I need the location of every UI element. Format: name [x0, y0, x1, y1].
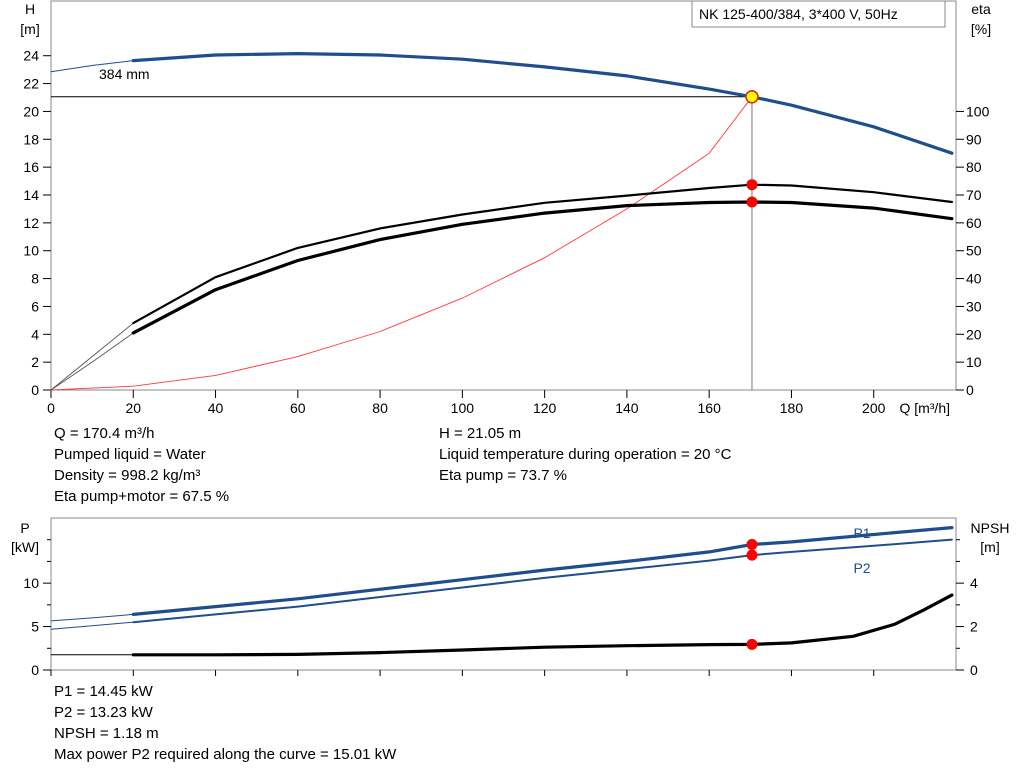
x-tick-label: 20: [125, 400, 141, 416]
npsh-axis-label: NPSH: [971, 520, 1010, 536]
info-flow: Q = 170.4 m³/h: [54, 425, 155, 442]
eta-tick-label: 40: [966, 271, 982, 287]
h-tick-label: 18: [23, 131, 39, 147]
h-tick-label: 8: [31, 271, 39, 287]
npsh-tick-label: 4: [970, 575, 978, 591]
h-tick-label: 24: [23, 48, 39, 64]
h-tick-label: 2: [31, 354, 39, 370]
npsh-tick-label: 2: [970, 619, 978, 635]
eta-tick-label: 20: [966, 326, 982, 342]
eta-tick-label: 50: [966, 243, 982, 259]
info-density: Density = 998.2 kg/m³: [54, 467, 201, 484]
npsh-tick-label: 0: [970, 662, 978, 678]
duty-point-marker: [745, 90, 759, 104]
h-tick-label: 14: [23, 187, 39, 203]
eta-axis-unit: [%]: [971, 21, 991, 37]
eta-tick-label: 90: [966, 131, 982, 147]
h-tick-label: 4: [31, 326, 39, 342]
p2-curve: [132, 538, 953, 624]
h-tick-label: 16: [23, 159, 39, 175]
p2-marker: [746, 549, 758, 561]
eta-tick-label: 10: [966, 354, 982, 370]
title-box: [691, 0, 946, 28]
p1-curve-ext: [50, 613, 134, 622]
info-p2: P2 = 13.23 kW: [54, 704, 153, 721]
info-temperature: Liquid temperature during operation = 20…: [439, 446, 732, 463]
p-tick-label: 5: [31, 619, 39, 635]
h-tick-label: 0: [31, 382, 39, 398]
h-axis-unit: [m]: [20, 21, 39, 37]
info-eta-pump: Eta pump = 73.7 %: [439, 467, 567, 484]
h-tick-label: 6: [31, 298, 39, 314]
info-eta-pump-motor: Eta pump+motor = 67.5 %: [54, 488, 230, 505]
bottom-plot-frame: [50, 517, 957, 671]
x-tick-label: 80: [372, 400, 388, 416]
npsh-curve: [131, 593, 954, 657]
head-curve-ext: [50, 60, 134, 73]
info-top-right: H = 21.05 m Liquid temperature during op…: [439, 423, 731, 486]
x-tick-label: 140: [615, 400, 639, 416]
p-tick-label: 0: [31, 662, 39, 678]
eta-tick-label: 70: [966, 187, 982, 203]
eta-tick-label: 30: [966, 298, 982, 314]
x-tick-label: 100: [451, 400, 475, 416]
x-axis-label: Q [m³/h]: [899, 400, 950, 416]
impeller-label: 384 mm: [99, 66, 150, 82]
p-axis-unit: [kW]: [11, 539, 39, 555]
info-head: H = 21.05 m: [439, 425, 522, 442]
eta-axis-label: eta: [971, 1, 991, 17]
info-p1: P1 = 14.45 kW: [54, 683, 153, 700]
eta-pump-motor-marker: [746, 196, 758, 208]
p2-curve-label: P2: [853, 560, 870, 576]
head-curve: [131, 52, 954, 155]
info-max-power: Max power P2 required along the curve = …: [54, 746, 397, 763]
eta-pump-curve: [132, 183, 953, 325]
x-tick-label: 40: [208, 400, 224, 416]
p-tick-label: 10: [23, 575, 39, 591]
h-tick-label: 22: [23, 76, 39, 92]
eta-tick-label: 100: [966, 103, 990, 119]
eta-pump-curve-ext: [50, 322, 134, 391]
eta-tick-label: 0: [966, 382, 974, 398]
x-tick-label: 60: [290, 400, 306, 416]
eta-pump-motor-curve: [131, 200, 954, 335]
x-tick-label: 180: [780, 400, 804, 416]
h-tick-label: 10: [23, 243, 39, 259]
h-tick-label: 12: [23, 215, 39, 231]
info-top-left: Q = 170.4 m³/h Pumped liquid = Water Den…: [54, 423, 229, 507]
system-curve: [50, 96, 753, 391]
h-tick-label: 20: [23, 103, 39, 119]
x-tick-label: 120: [533, 400, 557, 416]
eta-pump-motor-curve-ext: [50, 332, 134, 391]
npsh-axis-unit: [m]: [980, 539, 999, 555]
p2-curve-ext: [50, 621, 134, 630]
x-tick-label: 200: [862, 400, 886, 416]
npsh-marker: [746, 638, 758, 650]
p-axis-label: P: [20, 520, 29, 536]
info-liquid: Pumped liquid = Water: [54, 446, 206, 463]
p1-curve: [131, 526, 954, 616]
eta-tick-label: 80: [966, 159, 982, 175]
p1-curve-label: P1: [853, 525, 870, 541]
info-bottom: P1 = 14.45 kW P2 = 13.23 kW NPSH = 1.18 …: [54, 681, 396, 765]
eta-tick-label: 60: [966, 215, 982, 231]
eta-pump-marker: [746, 179, 758, 191]
x-tick-label: 0: [47, 400, 55, 416]
p1-marker: [746, 538, 758, 550]
info-npsh: NPSH = 1.18 m: [54, 725, 159, 742]
top-plot-frame: [50, 0, 957, 391]
h-axis-label: H: [25, 1, 35, 17]
x-tick-label: 160: [698, 400, 722, 416]
chart-title: NK 125-400/384, 3*400 V, 50Hz: [699, 6, 898, 22]
